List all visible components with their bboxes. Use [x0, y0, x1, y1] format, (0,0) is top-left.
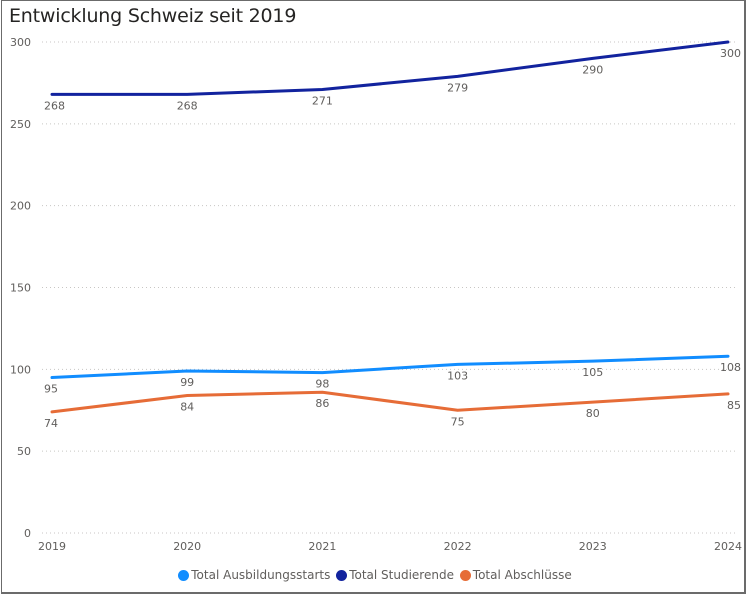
x-tick-label: 2019	[38, 540, 66, 553]
data-label: 99	[180, 376, 194, 389]
data-label: 85	[727, 399, 741, 412]
data-label: 268	[44, 99, 65, 112]
data-label: 80	[586, 407, 600, 420]
y-tick-label: 100	[10, 363, 31, 376]
data-labels: 95 99 98 103 105 108 268 268 271 279 290 300 74 84 86 7…	[44, 47, 741, 430]
data-label: 300	[720, 47, 741, 60]
x-tick-label: 2023	[579, 540, 607, 553]
legend: Total Ausbildungsstarts Total Studierend…	[0, 568, 750, 584]
y-tick-label: 300	[10, 36, 31, 49]
legend-item-studierende[interactable]: Total Studierende	[336, 568, 454, 582]
x-tick-label: 2021	[308, 540, 336, 553]
y-tick-label: 50	[17, 445, 31, 458]
data-label: 108	[720, 361, 741, 374]
data-label: 98	[315, 378, 329, 391]
data-label: 279	[447, 81, 468, 94]
legend-label: Total Abschlüsse	[472, 568, 572, 582]
series-lines	[50, 40, 730, 414]
y-tick-label: 150	[10, 282, 31, 295]
series-line-0[interactable]	[50, 354, 730, 380]
data-label: 86	[315, 397, 329, 410]
x-tick-label: 2024	[714, 540, 742, 553]
legend-label: Total Studierende	[349, 568, 454, 582]
legend-dot-icon	[178, 569, 190, 581]
data-label: 290	[582, 63, 603, 76]
y-axis: 0 50 100 150 200 250 300	[10, 36, 31, 540]
data-label: 95	[44, 383, 58, 396]
series-line-2[interactable]	[50, 390, 730, 414]
data-label: 74	[44, 417, 58, 430]
data-label: 75	[451, 415, 465, 428]
data-label: 271	[312, 94, 333, 107]
x-tick-label: 2020	[173, 540, 201, 553]
y-tick-label: 0	[24, 527, 31, 540]
legend-item-ausbildungsstarts[interactable]: Total Ausbildungsstarts	[178, 568, 330, 582]
y-tick-label: 250	[10, 118, 31, 131]
legend-dot-icon	[336, 569, 348, 581]
data-label: 103	[447, 369, 468, 382]
legend-dot-icon	[459, 569, 471, 581]
data-label: 105	[582, 366, 603, 379]
series-line-1[interactable]	[50, 40, 730, 96]
legend-label: Total Ausbildungsstarts	[191, 568, 331, 582]
gridlines	[42, 41, 735, 534]
x-tick-label: 2022	[444, 540, 472, 553]
data-label: 268	[177, 99, 198, 112]
legend-item-abschluesse[interactable]: Total Abschlüsse	[459, 568, 572, 582]
chart-title: Entwicklung Schweiz seit 2019	[9, 5, 297, 27]
y-tick-label: 200	[10, 200, 31, 213]
x-axis: 2019 2020 2021 2022 2023 2024	[38, 540, 742, 553]
data-label: 84	[180, 401, 194, 414]
